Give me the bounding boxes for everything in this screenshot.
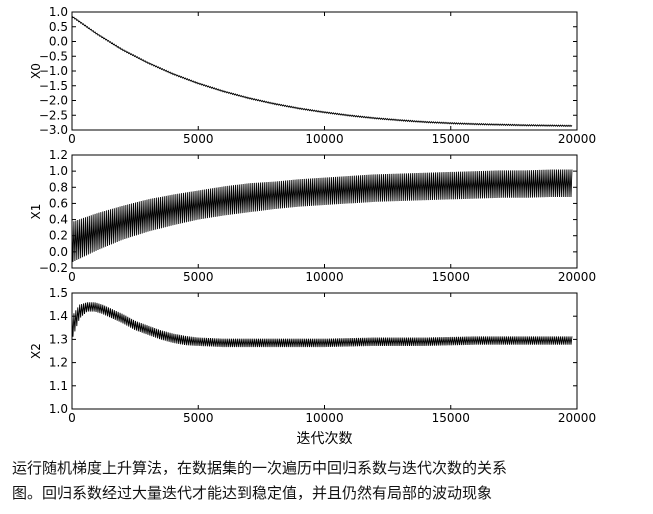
y-tick-label: 1.0 [49, 5, 68, 19]
axes-frame [71, 292, 578, 410]
x-tick-label: 0 [68, 411, 76, 425]
x-tick-label: 20000 [558, 270, 596, 284]
y-tick-label: −1.0 [39, 64, 68, 78]
y-tick-label: 0.6 [49, 196, 68, 210]
figure-canvas: 0 5000 10000 15000 200001.00.50.0−0.5−1.0−1.… [29, 5, 596, 447]
y-tick-label: 1.2 [49, 356, 68, 370]
x-tick-label: 15000 [432, 270, 470, 284]
y-tick-label: 1.0 [49, 164, 68, 178]
x-tick-label: 0 [68, 270, 76, 284]
y-tick-label: −0.5 [39, 49, 68, 63]
y-tick-label: 0.5 [49, 20, 68, 34]
y-tick-label: −3.0 [39, 123, 68, 137]
y-tick-label: 0.8 [49, 180, 68, 194]
x-tick-label: 0 [68, 132, 76, 146]
y-axis-label: X0 [29, 63, 43, 79]
x-tick-label: 10000 [305, 270, 343, 284]
caption-line-2: 图。回归系数经过大量迭代才能达到稳定值，并且仍然有局部的波动现象 [12, 484, 493, 502]
series-line-x2 [72, 302, 573, 348]
x-axis-label: 迭代次数 [297, 431, 353, 447]
y-tick-label: −2.5 [39, 108, 68, 122]
x-tick-label: 10000 [305, 411, 343, 425]
y-tick-label: −1.5 [39, 79, 68, 93]
caption-line-1: 运行随机梯度上升算法，在数据集的一次遍历中回归系数与迭代次数的关系 [12, 459, 508, 477]
y-tick-label: 1.2 [49, 148, 68, 162]
x-tick-label: 5000 [183, 411, 214, 425]
y-tick-label: 1.0 [49, 402, 68, 416]
x-tick-label: 10000 [305, 132, 343, 146]
subplot-3: 0 5000 10000 15000 20000 1.5 1.4 1.3 1.2 1.1 1.0 X2… [29, 286, 596, 447]
y-tick-label: 1.1 [49, 379, 68, 393]
y-tick-label: 0.4 [49, 213, 68, 227]
y-tick-label: 1.5 [49, 286, 68, 300]
series-line-x1 [72, 169, 573, 262]
y-tick-label: 0.2 [49, 229, 68, 243]
y-axis-label: X2 [29, 343, 43, 359]
x-tick-label: 5000 [183, 132, 214, 146]
subplot-1: 0 5000 10000 15000 20000 1.00.50.0−0.5−1.0−1.… [29, 5, 596, 146]
y-tick-label: −2.0 [39, 94, 68, 108]
figure-caption: 运行随机梯度上升算法，在数据集的一次遍历中回归系数与迭代次数的关系 图。回归系数… [12, 456, 644, 506]
y-axis-label: X1 [29, 204, 43, 220]
y-tick-label: 0.0 [49, 245, 68, 259]
subplot-2: 0 5000 10000 15000 20000 1.2 1.0 0.8 0.6 0.4 0.2 0.… [29, 148, 596, 284]
x-tick-label: 5000 [183, 270, 214, 284]
x-tick-label: 20000 [558, 132, 596, 146]
x-tick-label: 20000 [558, 411, 596, 425]
x-tick-label: 15000 [432, 132, 470, 146]
y-tick-label: 1.3 [49, 332, 68, 346]
y-tick-label: 1.4 [49, 309, 68, 323]
x-tick-label: 15000 [432, 411, 470, 425]
series-line-x0 [72, 15, 573, 128]
y-tick-label: −0.2 [39, 261, 68, 275]
y-tick-label: 0.0 [49, 35, 68, 49]
